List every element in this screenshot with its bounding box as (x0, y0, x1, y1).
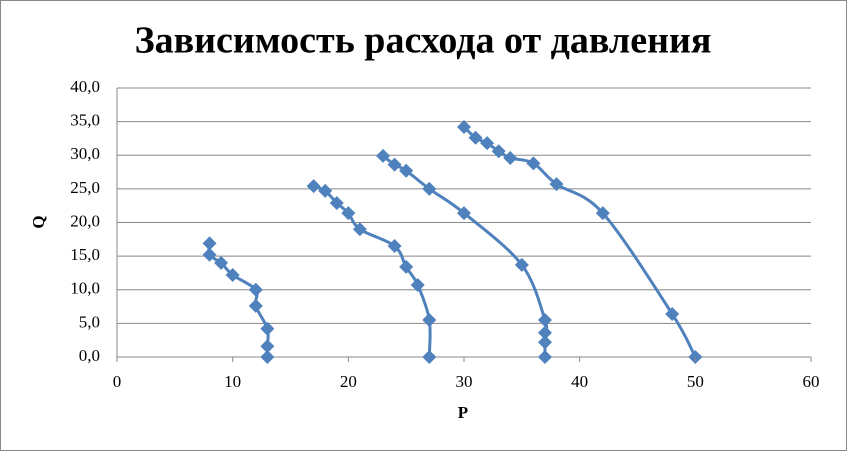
marker (514, 257, 529, 272)
marker (399, 163, 414, 178)
y-tick-label: 25,0 (70, 178, 100, 197)
marker (329, 195, 344, 210)
marker (665, 306, 680, 321)
marker (202, 247, 217, 262)
y-tick-label: 10,0 (70, 279, 100, 298)
marker (422, 313, 437, 328)
marker (422, 350, 437, 364)
y-tick-label: 40,0 (70, 77, 100, 96)
x-tick-label: 10 (224, 372, 241, 391)
marker (260, 350, 275, 364)
marker (248, 298, 263, 313)
chart-title: Зависимость расхода от давления (135, 20, 712, 62)
marker (468, 130, 483, 145)
marker (306, 179, 321, 194)
marker (595, 206, 610, 221)
marker (537, 313, 552, 328)
x-tick-label: 50 (687, 372, 704, 391)
marker (318, 183, 333, 198)
marker (387, 239, 402, 254)
x-tick-label: 40 (571, 372, 588, 391)
marker (422, 181, 437, 196)
marker (260, 321, 275, 336)
y-tick-label: 35,0 (70, 111, 100, 130)
marker (537, 350, 552, 364)
marker (399, 259, 414, 274)
grid (117, 87, 811, 358)
marker (376, 148, 391, 163)
marker (225, 267, 240, 282)
marker (503, 150, 518, 165)
marker (491, 144, 506, 159)
marker (214, 255, 229, 270)
y-tick-label: 5,0 (79, 312, 100, 331)
x-tick-label: 20 (340, 372, 357, 391)
x-tick-label: 60 (803, 372, 820, 391)
marker (457, 206, 471, 221)
marker (387, 157, 402, 172)
plot (202, 120, 703, 364)
marker (549, 177, 564, 192)
y-tick-label: 15,0 (70, 245, 100, 264)
marker (537, 335, 552, 350)
marker (457, 120, 471, 135)
marker (341, 206, 356, 221)
y-axis-title: Q (29, 215, 48, 228)
marker (410, 278, 425, 293)
marker (352, 222, 367, 237)
x-tick-label: 30 (456, 372, 473, 391)
y-tick-label: 30,0 (70, 144, 100, 163)
marker (537, 325, 552, 340)
marker (248, 282, 263, 297)
series-line (313, 184, 432, 358)
y-tick-label: 20,0 (70, 211, 100, 230)
marker (202, 236, 217, 251)
marker (480, 136, 495, 151)
marker (260, 339, 275, 354)
y-tick-label: 0,0 (79, 346, 100, 365)
marker (526, 156, 541, 171)
x-axis-title: P (458, 403, 468, 422)
x-tick-label: 0 (113, 372, 122, 391)
